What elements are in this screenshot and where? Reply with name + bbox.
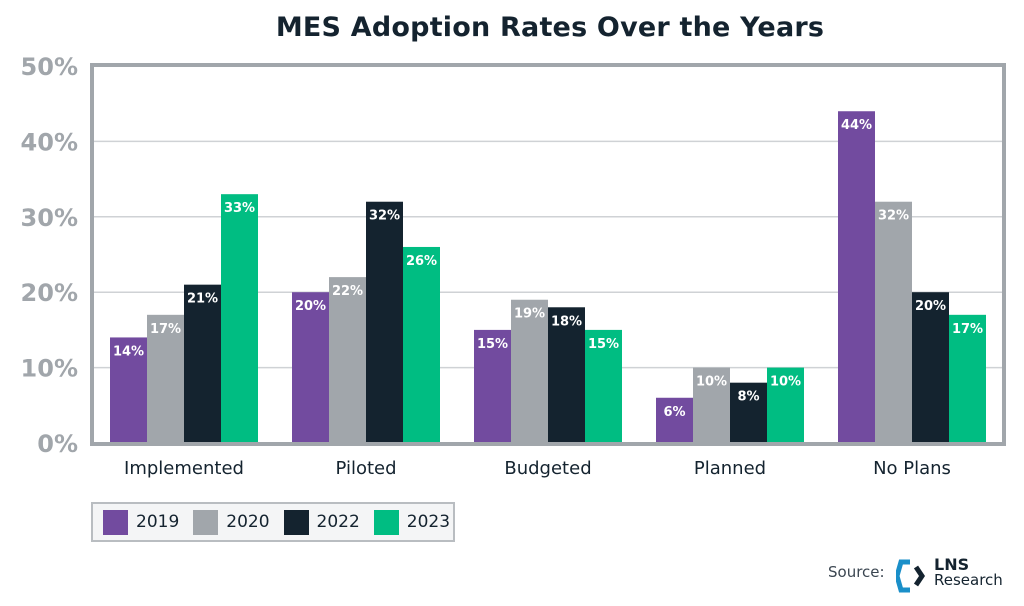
bar-2022-piloted [366,201,403,443]
data-label: 8% [737,390,759,405]
legend-item-2019: 2019 [103,509,180,535]
y-tick-label: 50% [21,53,78,81]
bar-2020-implemented [147,314,184,443]
y-tick-label: 20% [21,279,78,307]
data-label: 44% [841,118,872,133]
x-tick-label: Budgeted [504,458,591,479]
data-label: 10% [696,375,727,390]
legend-label: 2020 [226,512,270,532]
bar-2023-no-plans [949,314,986,443]
data-label: 32% [878,209,909,224]
bar-2020-no-plans [875,201,912,443]
bars [110,111,986,444]
data-label: 17% [952,322,983,337]
x-tick-label: No Plans [873,458,951,479]
y-tick-label: 0% [37,430,78,458]
legend: 2019 2020 2022 2023 [91,502,455,542]
data-label: 18% [551,314,582,329]
bar-2023-piloted [403,246,440,443]
legend-swatch [103,509,128,535]
x-tick-label: Planned [694,458,766,479]
data-label: 17% [150,322,181,337]
plot-frame [90,63,1006,446]
x-axis-ticks: Implemented Piloted Budgeted Planned No Plan… [124,458,951,479]
y-tick-label: 30% [21,204,78,232]
legend-swatch [193,509,219,535]
legend-item-2020: 2020 [193,509,270,535]
data-label: 20% [295,299,326,314]
data-label: 32% [369,209,400,224]
legend-item-2023: 2023 [373,509,451,535]
lns-logo-icon [896,559,926,593]
data-label: 22% [332,284,363,299]
data-label: 21% [187,292,218,307]
data-label: 20% [915,299,946,314]
data-label: 26% [406,254,437,269]
bar-2022-no-plans [912,292,949,443]
source-label: Source: [828,563,885,581]
bar-2022-implemented [184,284,221,443]
legend-swatch [373,509,399,535]
data-label: 19% [514,307,545,322]
bar-2020-planned [693,367,730,443]
bar-2022-planned [730,382,767,443]
y-tick-label: 40% [21,128,78,156]
data-label: 15% [477,337,508,352]
data-label: 6% [663,405,685,420]
bar-2019-budgeted [474,329,511,443]
legend-swatch [283,509,309,535]
x-tick-label: Implemented [124,458,244,479]
bar-2020-piloted [329,277,366,443]
bar-2022-budgeted [548,307,585,443]
bar-2019-planned [656,397,693,443]
data-label: 14% [113,344,144,359]
chart-title: MES Adoption Rates Over the Years [275,12,825,43]
bar-2019-no-plans [838,111,875,444]
legend-item-2022: 2022 [283,509,360,535]
y-tick-label: 10% [21,355,78,383]
logo-text-lns: LNS [934,555,970,574]
logo-text-research: Research [934,571,1003,589]
data-labels: 14% 17% 21% 33% 20% 22% 32% 26% 15% 19% 18% 15% 6% 10… [113,118,983,420]
legend-label: 2023 [406,512,451,532]
x-tick-label: Piloted [335,458,396,479]
bar-2023-planned [767,367,804,443]
data-label: 10% [770,375,801,390]
bar-2023-budgeted [585,329,622,443]
data-label: 15% [588,337,619,352]
bar-2019-piloted [292,292,329,443]
bar-2019-implemented [110,337,147,443]
legend-label: 2019 [136,512,180,532]
data-label: 33% [224,201,255,216]
y-axis-ticks: 0% 10% 20% 30% 40% 50% [21,53,78,458]
bar-2023-implemented [221,194,258,443]
legend-label: 2022 [316,512,360,532]
bar-2020-budgeted [511,299,548,443]
lns-research-logo: LNS Research [896,555,1016,596]
